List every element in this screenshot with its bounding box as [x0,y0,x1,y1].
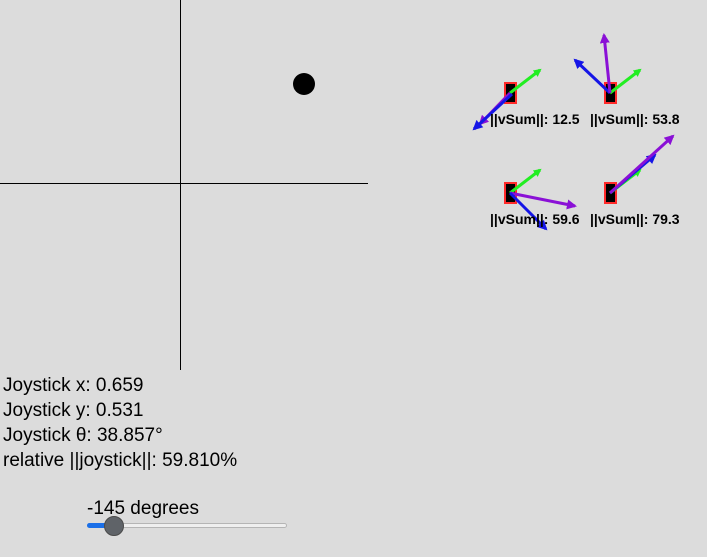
joystick-x-readout: Joystick x: 0.659 [3,375,144,396]
joystick-horizontal-axis [0,183,368,184]
rotation-slider-label: -145 degrees [87,498,199,519]
robot-2-vsum-label: ||vSum||: 53.8 [590,111,680,127]
rotation-slider[interactable] [87,516,287,536]
robot-2-purple-arrow [599,33,612,94]
robot-2-green-arrow [609,68,642,95]
robot-4: ||vSum||: 79.3 [590,134,680,227]
robot-1-green-arrow [509,68,542,95]
joystick-y-readout: Joystick y: 0.531 [3,400,144,421]
joystick-pad[interactable] [0,0,368,370]
joystick-theta-readout: Joystick θ: 38.857° [3,425,163,446]
robot-2: ||vSum||: 53.8 [573,33,680,127]
robot-3-blue-arrow [508,191,548,231]
robot-3-purple-arrow [509,191,577,210]
robot-3: ||vSum||: 59.6 [490,168,580,231]
robot-1-blue-arrow [472,92,514,131]
robot-3-green-arrow [509,168,542,195]
joystick-knob[interactable] [293,73,315,95]
rotation-slider-thumb[interactable] [104,516,124,536]
joystick-readouts: Joystick x: 0.659 Joystick y: 0.531 Joys… [3,373,237,473]
joystick-magnitude-readout: relative ||joystick||: 59.810% [3,450,238,471]
robot-2-blue-arrow [573,58,612,95]
robot-4-vsum-label: ||vSum||: 79.3 [590,211,680,227]
robot-1-vsum-label: ||vSum||: 12.5 [490,111,580,127]
joystick-vertical-axis [180,0,181,370]
rotation-slider-fill [87,523,114,528]
robot-4-purple-arrow [608,134,675,195]
robot-visualization: ||vSum||: 12.5 ||vSum||: 53.8 ||vSum||: … [472,33,680,231]
robot-3-vsum-label: ||vSum||: 59.6 [490,211,580,227]
robot-1: ||vSum||: 12.5 [472,68,580,131]
